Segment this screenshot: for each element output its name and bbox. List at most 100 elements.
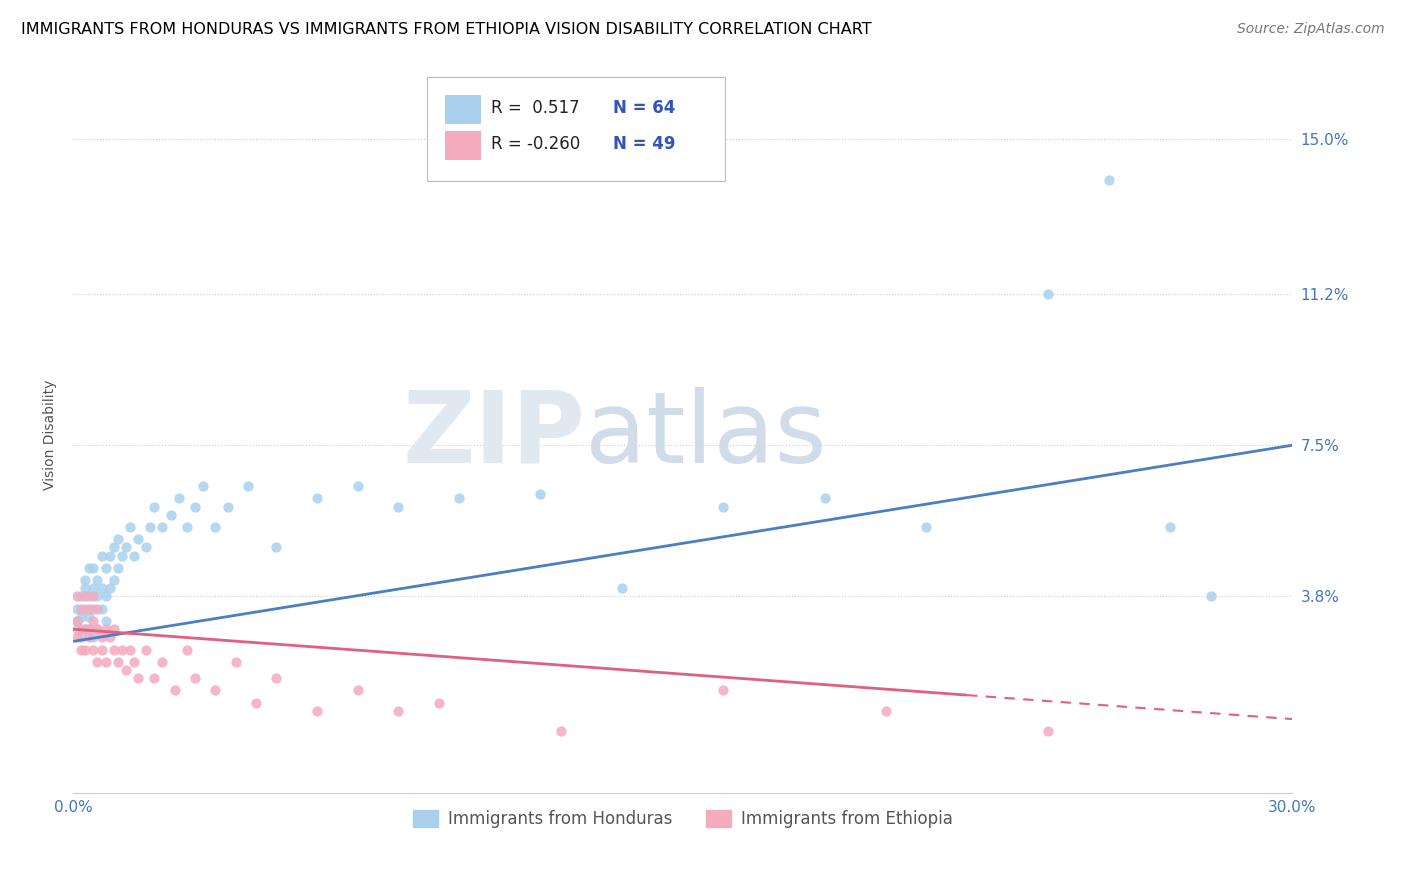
Point — [711, 500, 734, 514]
Point — [915, 520, 938, 534]
Text: Source: ZipAtlas.com: Source: ZipAtlas.com — [1237, 22, 1385, 37]
Point — [103, 642, 125, 657]
Point — [264, 671, 287, 685]
Point — [118, 520, 141, 534]
Point — [387, 704, 409, 718]
Point — [152, 520, 174, 534]
Point — [66, 614, 89, 628]
Point — [107, 655, 129, 669]
Point — [79, 601, 101, 615]
Point — [66, 614, 89, 628]
Point — [79, 622, 101, 636]
Point — [143, 671, 166, 685]
Point — [70, 601, 93, 615]
Point — [90, 582, 112, 596]
Point — [94, 561, 117, 575]
Point — [66, 622, 89, 636]
Point — [1159, 520, 1181, 534]
Point — [94, 655, 117, 669]
Point — [1038, 724, 1060, 739]
Point — [225, 655, 247, 669]
Point — [103, 622, 125, 636]
Point — [86, 573, 108, 587]
Point — [184, 500, 207, 514]
Point — [82, 601, 104, 615]
Point — [118, 642, 141, 657]
Point — [70, 610, 93, 624]
Point — [70, 622, 93, 636]
Point — [529, 487, 551, 501]
Point — [79, 631, 101, 645]
Point — [82, 631, 104, 645]
Point — [86, 590, 108, 604]
Point — [66, 590, 89, 604]
Point — [98, 582, 121, 596]
Text: atlas: atlas — [585, 386, 827, 483]
Point — [70, 590, 93, 604]
Point — [167, 491, 190, 506]
Point — [75, 622, 97, 636]
Point — [139, 520, 162, 534]
Point — [217, 500, 239, 514]
Point — [107, 561, 129, 575]
Point — [103, 541, 125, 555]
Point — [82, 642, 104, 657]
Point — [82, 614, 104, 628]
Point — [90, 601, 112, 615]
Point — [264, 541, 287, 555]
Y-axis label: Vision Disability: Vision Disability — [44, 380, 58, 491]
Point — [66, 631, 89, 645]
Point — [1199, 590, 1222, 604]
Point — [94, 622, 117, 636]
Point — [159, 508, 181, 522]
Point — [184, 671, 207, 685]
Point — [610, 582, 633, 596]
Point — [66, 601, 89, 615]
Point — [107, 533, 129, 547]
Point — [75, 642, 97, 657]
Point — [122, 655, 145, 669]
Point — [711, 683, 734, 698]
Point — [550, 724, 572, 739]
Point — [1038, 287, 1060, 301]
Point — [346, 479, 368, 493]
Point — [90, 631, 112, 645]
Point — [75, 622, 97, 636]
Point — [387, 500, 409, 514]
FancyBboxPatch shape — [426, 78, 725, 181]
Point — [127, 533, 149, 547]
Point — [305, 491, 328, 506]
Point — [75, 582, 97, 596]
Point — [98, 549, 121, 563]
Text: R = -0.260: R = -0.260 — [491, 135, 581, 153]
Point — [86, 622, 108, 636]
Point — [90, 549, 112, 563]
Point — [82, 590, 104, 604]
FancyBboxPatch shape — [444, 131, 481, 160]
Point — [1098, 172, 1121, 186]
Point — [103, 573, 125, 587]
Point — [127, 671, 149, 685]
Point — [122, 549, 145, 563]
Text: N = 49: N = 49 — [613, 135, 676, 153]
Text: R =  0.517: R = 0.517 — [491, 99, 579, 117]
Point — [305, 704, 328, 718]
Point — [191, 479, 214, 493]
Point — [346, 683, 368, 698]
Point — [82, 582, 104, 596]
Point — [111, 642, 134, 657]
Point — [427, 696, 450, 710]
Point — [79, 622, 101, 636]
Point — [135, 642, 157, 657]
Point — [90, 642, 112, 657]
Point — [163, 683, 186, 698]
Point — [98, 631, 121, 645]
Point — [70, 631, 93, 645]
Point — [86, 601, 108, 615]
Point — [143, 500, 166, 514]
Point — [814, 491, 837, 506]
Point — [75, 590, 97, 604]
Point — [115, 541, 138, 555]
Point — [86, 655, 108, 669]
Point — [115, 663, 138, 677]
